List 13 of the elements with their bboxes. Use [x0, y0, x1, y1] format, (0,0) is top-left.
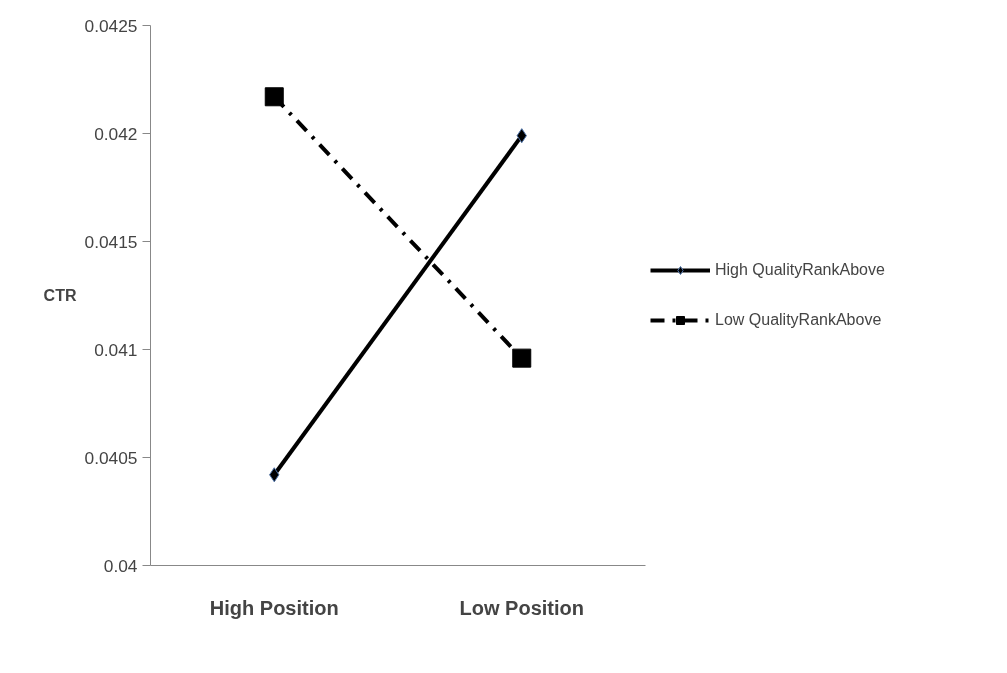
y-tick-label: 0.0425 — [84, 15, 138, 36]
x-tick-label: High Position — [209, 596, 339, 619]
x-tick-label: Low Position — [459, 596, 584, 619]
y-tick-label: 0.04 — [103, 555, 138, 576]
point — [512, 348, 532, 368]
y-tick-label: 0.0405 — [84, 447, 138, 468]
point — [264, 87, 284, 107]
y-tick-label: 0.0415 — [84, 231, 138, 252]
y-tick-label: 0.042 — [94, 123, 138, 144]
legend-label: High QualityRankAbove — [715, 261, 885, 279]
y-tick-label: 0.041 — [94, 339, 138, 360]
legend-label: Low QualityRankAbove — [715, 311, 882, 329]
y-axis-title: CTR — [43, 287, 77, 304]
